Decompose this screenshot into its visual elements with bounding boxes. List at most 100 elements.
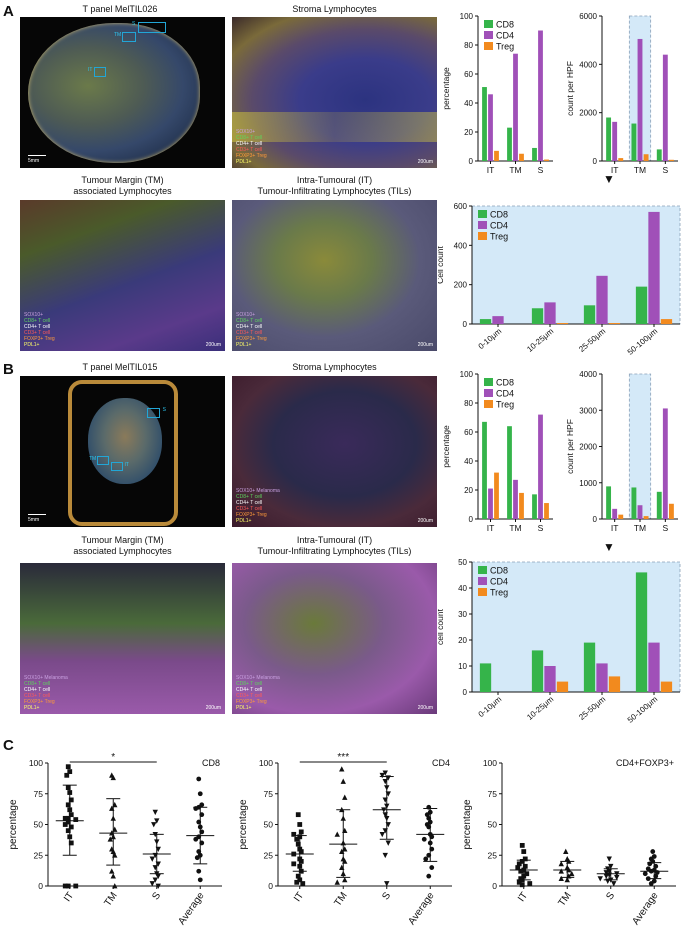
marker-legend: SOX10+ Melanoma CD8+ T cell CD4+ T cell CD3… xyxy=(236,488,280,524)
y-tick-label: 600 xyxy=(454,202,468,211)
y-tick-label: 25 xyxy=(34,850,44,860)
x-tick-label: S xyxy=(662,165,668,175)
roi-box-tm: TM xyxy=(114,32,136,42)
y-axis-label: cell count xyxy=(438,608,445,645)
x-tick-label: IT xyxy=(62,890,76,904)
y-axis-label: count per HPF xyxy=(565,419,575,474)
legend-label-cd8: CD8 xyxy=(496,20,514,30)
y-tick-label: 2000 xyxy=(579,109,597,118)
bar-cd8-S xyxy=(656,149,662,161)
data-point-IT xyxy=(297,877,303,883)
data-point-IT xyxy=(295,841,301,847)
bar-cd8-IT xyxy=(482,87,487,161)
y-tick-label: 0 xyxy=(268,881,273,891)
bar-treg-TM xyxy=(643,516,649,519)
panel-a-it-title: Intra-Tumoural (IT) Tumour-Infiltrating L… xyxy=(257,175,412,196)
data-point-IT xyxy=(291,861,297,867)
x-tick-label: 50-100μm xyxy=(626,694,660,724)
data-point-S xyxy=(614,874,620,881)
chart-b-count-per-hpf: 0 1000 2000 3000 4000 count per HPF IT TM S xyxy=(565,370,678,533)
x-tick-label: S xyxy=(538,165,544,175)
y-tick-label: 80 xyxy=(464,41,473,50)
x-tick-label: IT xyxy=(487,165,495,175)
y-tick-label: 200 xyxy=(454,281,468,290)
y-tick-label: 100 xyxy=(460,370,474,379)
y-tick-label: 75 xyxy=(34,789,44,799)
y-tick-label: 100 xyxy=(259,758,273,768)
y-tick-label: 50 xyxy=(488,820,498,830)
data-point-Average xyxy=(197,791,203,797)
legend-swatch-cd4 xyxy=(478,221,487,229)
data-point-Average xyxy=(650,849,656,854)
y-tick-label: 75 xyxy=(264,789,274,799)
y-tick-label: 40 xyxy=(464,99,473,108)
y-axis-label: Cell count xyxy=(438,245,445,283)
panel-a-tissue-overview-image: S TM IT 5mm xyxy=(20,17,225,168)
x-tick-label: 10-25μm xyxy=(525,694,555,722)
data-point-Average xyxy=(193,836,199,842)
y-tick-label: 40 xyxy=(464,457,473,466)
legend-swatch-cd8 xyxy=(484,378,493,386)
roi-box-it: IT xyxy=(88,67,106,77)
roi-label-s: S xyxy=(132,21,136,27)
y-tick-label: 25 xyxy=(488,850,498,860)
panel-a-stroma-image: SOX10+ CD8+ T cell CD4+ T cell CD3+ T cell F… xyxy=(232,17,437,168)
bar-cd4-10-25μm xyxy=(544,666,556,692)
y-tick-label: 80 xyxy=(464,399,473,408)
y-tick-label: 20 xyxy=(464,486,473,495)
data-point-S xyxy=(606,856,612,862)
bar-treg-S xyxy=(544,503,549,519)
roi-label-it: IT xyxy=(88,67,93,73)
bar-cd4-0-10μm xyxy=(492,316,504,324)
bar-cd4-TM xyxy=(637,505,643,519)
y-tick-label: 20 xyxy=(464,128,473,137)
data-point-Average xyxy=(423,856,429,862)
roi-label-s: S xyxy=(162,407,166,413)
x-tick-label: TM xyxy=(102,890,119,908)
data-point-TM xyxy=(340,778,346,784)
data-point-Average xyxy=(194,855,200,861)
data-point-Average xyxy=(196,776,202,782)
bar-cd4-TM xyxy=(513,479,518,519)
legend-swatch-cd4 xyxy=(478,577,487,585)
bar-cd8-50-100μm xyxy=(635,572,648,692)
y-tick-label: 60 xyxy=(464,70,473,79)
marker-legend: SOX10+ Melanoma CD8+ T cell CD4+ T cell CD3… xyxy=(24,675,68,711)
data-point-TM xyxy=(107,836,113,842)
marker-legend: SOX10+ CD8+ T cell CD4+ T cell CD3+ T cell F… xyxy=(24,312,55,348)
x-tick-label: Average xyxy=(176,890,207,927)
data-point-S xyxy=(154,818,160,824)
data-point-S xyxy=(611,881,617,887)
x-tick-label: IT xyxy=(292,890,306,904)
x-tick-label: TM xyxy=(634,523,646,533)
panel-b-stroma-image: SOX10+ Melanoma CD8+ T cell CD4+ T cell CD3… xyxy=(232,376,437,527)
data-point-IT xyxy=(65,883,71,889)
y-tick-label: 0 xyxy=(593,515,598,524)
data-point-S xyxy=(382,770,388,776)
data-point-S xyxy=(149,881,155,887)
x-tick-label: Average xyxy=(630,890,661,927)
bar-cd4-50-100μm xyxy=(648,211,660,324)
scale-label: 5mm xyxy=(28,158,40,164)
x-tick-label: IT xyxy=(611,165,619,175)
chart-title: CD4+FOXP3+ xyxy=(616,758,674,768)
bar-cd8-10-25μm xyxy=(531,650,544,692)
y-tick-label: 100 xyxy=(29,758,43,768)
y-tick-label: 1000 xyxy=(579,479,597,488)
roi-label-tm: TM xyxy=(89,456,97,462)
data-point-IT xyxy=(524,871,530,877)
marker-legend: SOX10+ CD8+ T cell CD4+ T cell CD3+ T cell F… xyxy=(236,312,267,348)
legend-label-cd4: CD4 xyxy=(496,31,514,41)
legend-label-treg: Treg xyxy=(490,588,508,598)
data-point-IT xyxy=(68,812,74,818)
data-point-IT xyxy=(297,822,303,827)
data-point-TM xyxy=(569,870,575,877)
y-axis-label: percentage xyxy=(238,799,249,849)
bar-cd8-IT xyxy=(606,486,612,519)
bar-treg-S xyxy=(668,503,674,519)
x-tick-label: S xyxy=(538,523,544,533)
data-point-TM xyxy=(558,875,564,882)
y-tick-label: 20 xyxy=(458,636,467,645)
bar-cd4-S xyxy=(662,408,668,519)
scale-label: 200um xyxy=(417,342,433,348)
